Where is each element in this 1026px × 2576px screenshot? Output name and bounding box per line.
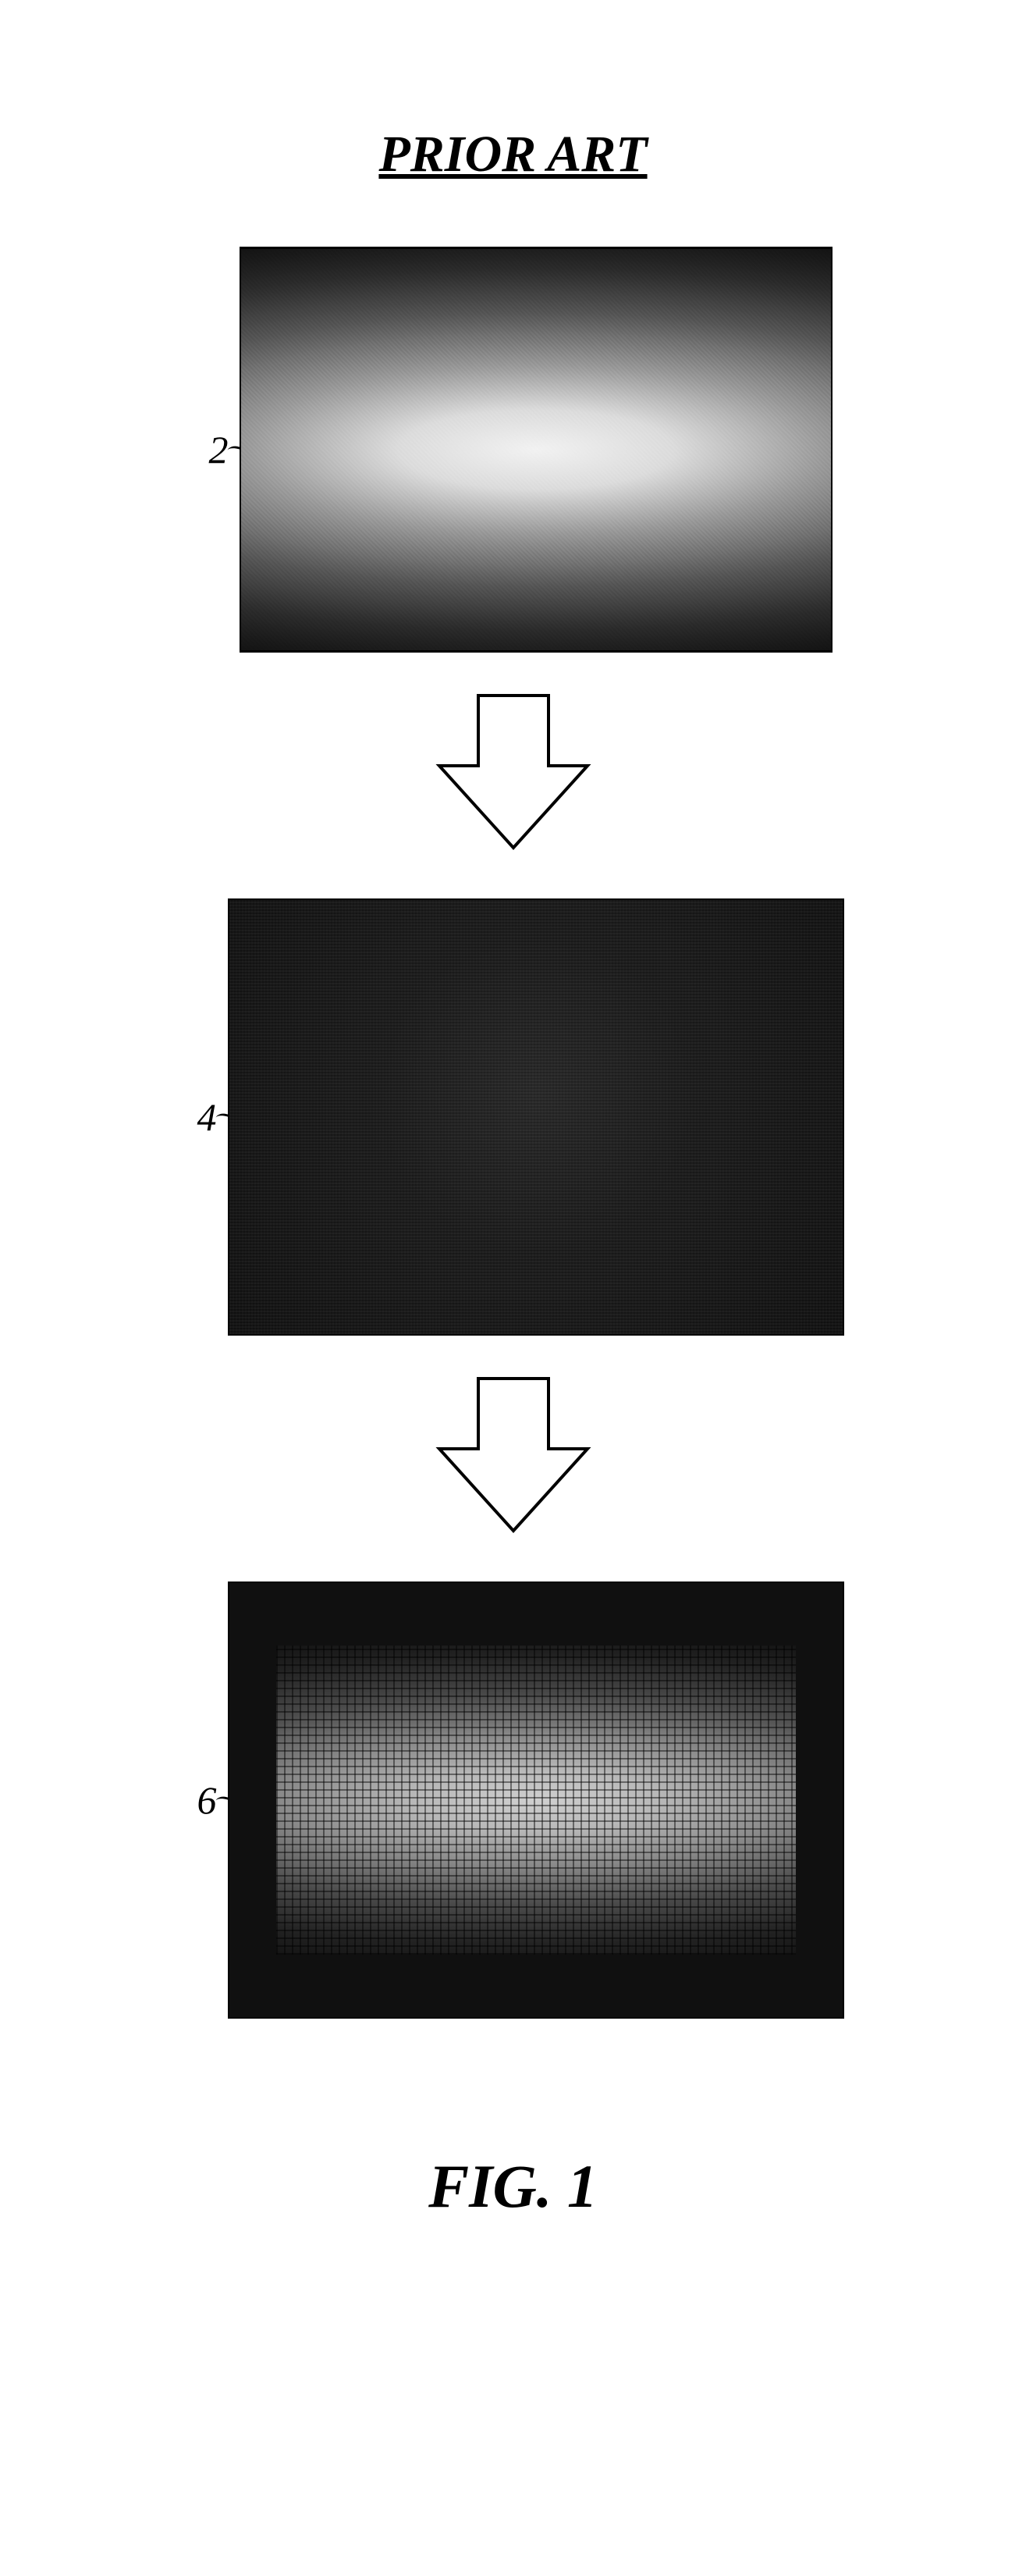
ref-label-4: 4 [183, 1094, 217, 1140]
panel-2-wrap: 4 [183, 898, 844, 1336]
down-arrow-1 [428, 692, 599, 856]
panel-3-inner [276, 1646, 796, 1955]
ref-label-2: 2 [194, 427, 229, 472]
prior-art-header: PRIOR ART [0, 125, 1026, 184]
down-arrow-2 [428, 1375, 599, 1539]
panel-3-wrap: 6 [183, 1582, 844, 2019]
panel-2 [228, 898, 844, 1336]
panel-1-wrap: 2 [194, 247, 833, 653]
panel-1 [240, 247, 833, 653]
figure-page: PRIOR ART 2 4 6 [0, 0, 1026, 2576]
figure-column: 2 4 6 [0, 247, 1026, 2019]
figure-caption: FIG. 1 [0, 2151, 1026, 2222]
panel-3 [228, 1582, 844, 2019]
arrow-icon [428, 692, 599, 856]
arrow-icon [428, 1375, 599, 1539]
ref-label-6: 6 [183, 1777, 217, 1823]
